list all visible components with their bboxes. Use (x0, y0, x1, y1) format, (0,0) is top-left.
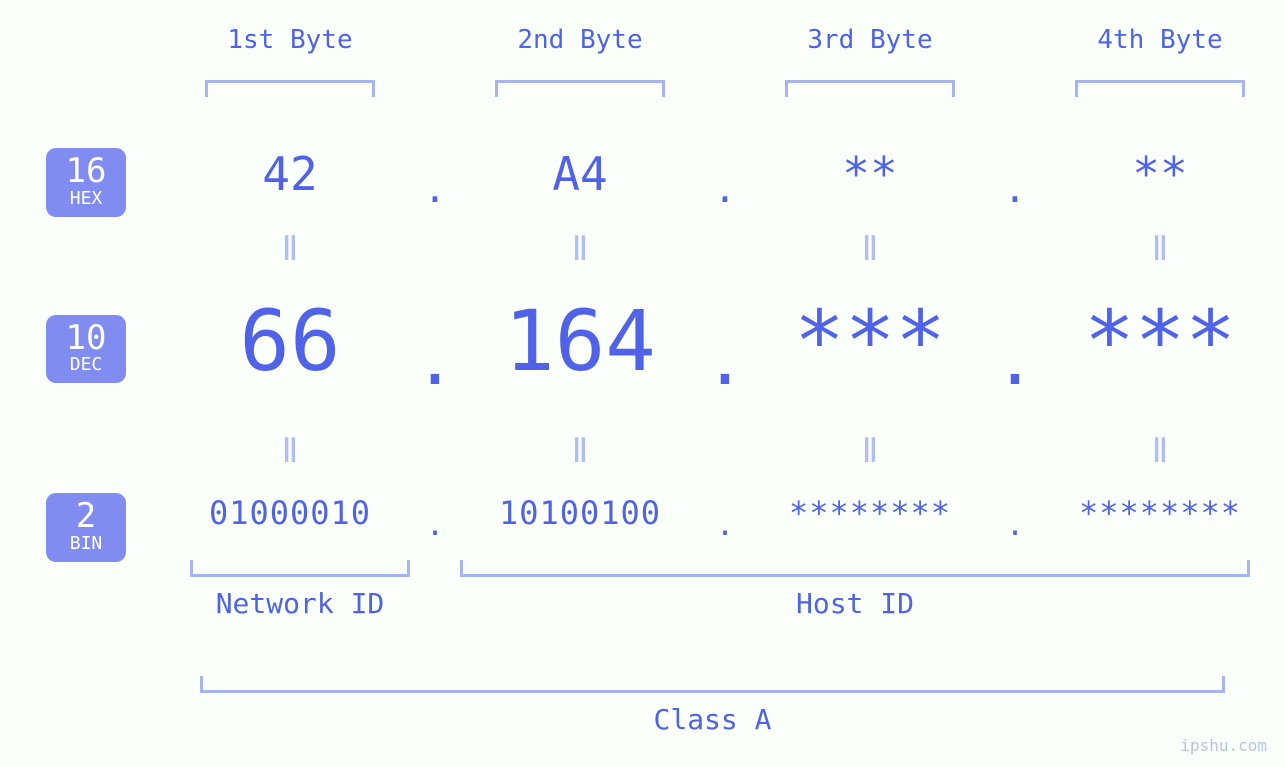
bracket-top-3 (785, 80, 955, 97)
dot: . (415, 281, 455, 419)
byte-stage: 1st Byte 2nd Byte 3rd Byte 4th Byte 42 .… (165, 0, 1265, 549)
bin-byte-1: 01000010 (165, 483, 415, 543)
byte-label-2: 2nd Byte (455, 0, 705, 80)
dec-byte-4: *** (1035, 281, 1285, 401)
hex-byte-4: ** (1035, 137, 1285, 211)
equals-icon: ǁ (745, 217, 995, 281)
host-id-label: Host ID (460, 587, 1250, 620)
badge-bin-label: BIN (46, 535, 126, 554)
dot: . (995, 483, 1035, 549)
bin-byte-3: ******** (745, 483, 995, 543)
badge-dec-label: DEC (46, 356, 126, 375)
dot: . (705, 281, 745, 419)
badge-hex-label: HEX (46, 190, 126, 209)
watermark: ipshu.com (1180, 736, 1267, 755)
dec-byte-3: *** (745, 281, 995, 401)
hex-row: 42 . A4 . ** . ** (165, 137, 1265, 217)
dec-row: 66 . 164 . *** . *** (165, 281, 1265, 419)
dot: . (705, 137, 745, 217)
bracket-network-id (190, 560, 410, 577)
equals-row-2: ǁ ǁ ǁ ǁ (165, 419, 1265, 483)
bottom-section: Network ID Host ID Class A (190, 560, 1250, 736)
bracket-top-2 (495, 80, 665, 97)
bin-byte-4: ******** (1035, 483, 1285, 543)
byte-label-1: 1st Byte (165, 0, 415, 80)
equals-icon: ǁ (455, 419, 705, 483)
badge-hex: 16 HEX (46, 148, 126, 217)
network-id-label: Network ID (190, 587, 410, 620)
bracket-class (200, 676, 1225, 693)
bin-row: 01000010 . 10100100 . ******** . *******… (165, 483, 1265, 549)
dec-byte-2: 164 (455, 281, 705, 401)
dot: . (995, 137, 1035, 217)
byte-label-4: 4th Byte (1035, 0, 1285, 80)
hex-byte-1: 42 (165, 137, 415, 211)
hex-byte-3: ** (745, 137, 995, 211)
base-badges: 16 HEX 10 DEC 2 BIN (46, 148, 126, 562)
dot: . (705, 483, 745, 549)
dot: . (995, 281, 1035, 419)
dot: . (415, 137, 455, 217)
byte-top-brackets (165, 80, 1265, 97)
equals-icon: ǁ (455, 217, 705, 281)
dec-byte-1: 66 (165, 281, 415, 401)
dot: . (415, 483, 455, 549)
equals-icon: ǁ (1035, 419, 1285, 483)
bracket-top-1 (205, 80, 375, 97)
hex-byte-2: A4 (455, 137, 705, 211)
badge-bin-base: 2 (46, 499, 126, 535)
badge-dec: 10 DEC (46, 315, 126, 384)
equals-icon: ǁ (1035, 217, 1285, 281)
badge-bin: 2 BIN (46, 493, 126, 562)
bracket-host-id (460, 560, 1250, 577)
equals-icon: ǁ (165, 217, 415, 281)
badge-dec-base: 10 (46, 321, 126, 357)
equals-icon: ǁ (745, 419, 995, 483)
badge-hex-base: 16 (46, 154, 126, 190)
byte-header-row: 1st Byte 2nd Byte 3rd Byte 4th Byte (165, 0, 1265, 80)
equals-icon: ǁ (165, 419, 415, 483)
class-label: Class A (200, 703, 1225, 736)
byte-label-3: 3rd Byte (745, 0, 995, 80)
bin-byte-2: 10100100 (455, 483, 705, 543)
bracket-top-4 (1075, 80, 1245, 97)
equals-row-1: ǁ ǁ ǁ ǁ (165, 217, 1265, 281)
